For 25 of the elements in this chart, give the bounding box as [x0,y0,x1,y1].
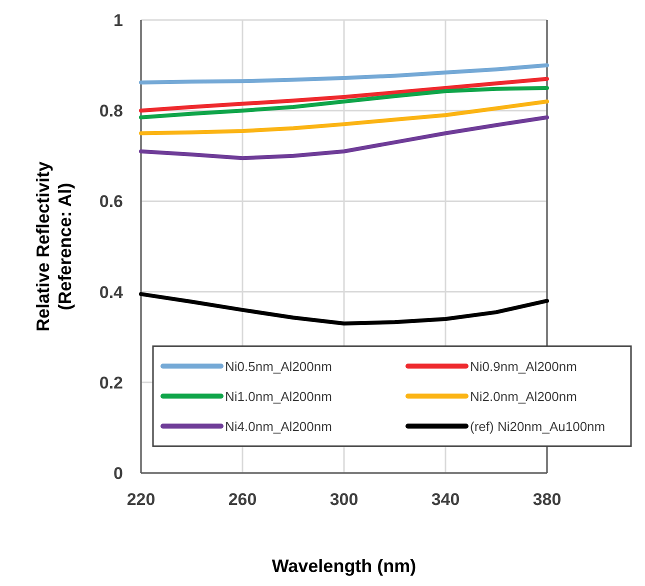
line-series [139,63,549,85]
y-tick-label: 0 [114,464,123,483]
legend-label: (ref) Ni20nm_Au100nm [470,419,606,434]
legend-label: Ni0.9nm_Al200nm [470,359,577,374]
y-tick-label: 0.6 [99,192,123,212]
x-tick-label: 260 [228,490,257,509]
x-tick-label: 380 [532,490,562,509]
y-tick-label: 0.2 [99,373,123,392]
legend-label: Ni4.0nm_Al200nm [225,419,332,434]
line-series [139,292,549,326]
line-series [139,115,549,160]
y-tick-label: 0.4 [99,282,124,302]
line-series [139,76,549,113]
y-axis-title: Relative Reflectivity (Reference: Al) [33,161,75,332]
legend-label: Ni0.5nm_Al200nm [225,359,332,374]
x-tick-label: 340 [431,490,460,509]
y-tick-label: 1 [114,11,123,30]
legend-label: Ni2.0nm_Al200nm [470,389,577,404]
line-series [139,86,549,120]
x-tick-label: 300 [330,490,358,509]
line-series [139,100,549,136]
legend-label: Ni1.0nm_Al200nm [225,389,332,404]
y-tick-label: 0.8 [99,102,123,121]
x-axis-title: Wavelength (nm) [272,556,416,576]
x-tick-label: 220 [126,490,156,509]
